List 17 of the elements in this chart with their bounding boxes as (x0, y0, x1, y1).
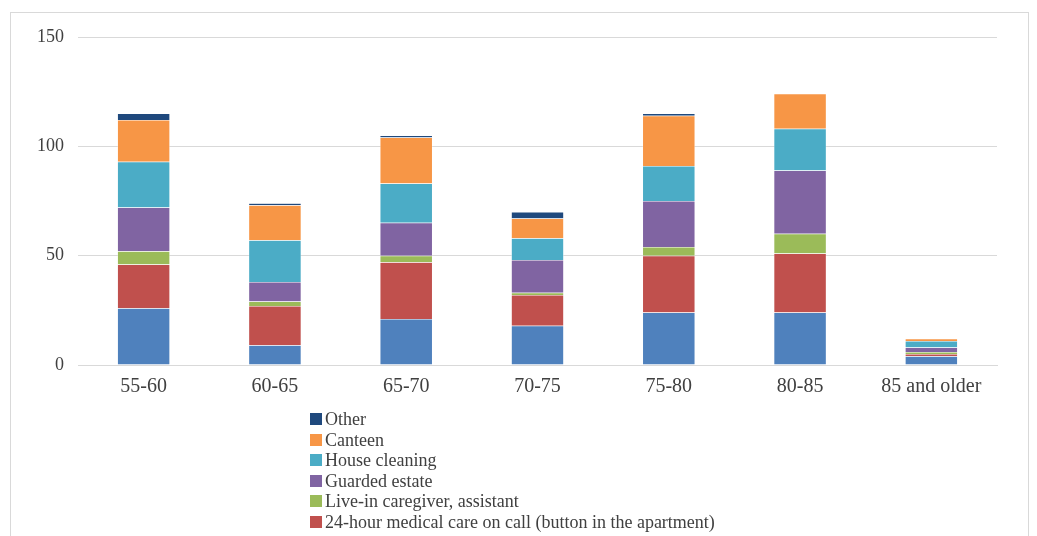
y-tick-label: 50 (46, 244, 64, 265)
x-tick-label: 65-70 (382, 374, 430, 397)
y-tick-label: 0 (55, 353, 64, 374)
legend-label: Guarded estate (325, 470, 433, 491)
legend-label: Other (325, 409, 366, 430)
x-tick-label: 60-65 (251, 374, 299, 397)
x-tick-label: 80-85 (776, 374, 824, 397)
y-tick-label: 100 (37, 135, 64, 156)
legend-label: Canteen (325, 429, 384, 450)
x-tick-label: 85 and older (881, 374, 982, 397)
x-tick-label: 70-75 (514, 374, 561, 397)
y-tick-label: 150 (37, 25, 64, 46)
legend-label: 24-hour medical care on call (button in the apartment) (325, 511, 715, 532)
x-tick-label: 75-80 (645, 374, 693, 397)
legend-label: Live-in caregiver, assistant (325, 491, 519, 512)
legend-label: House cleaning (325, 450, 437, 471)
x-tick-label: 55-60 (120, 374, 167, 397)
